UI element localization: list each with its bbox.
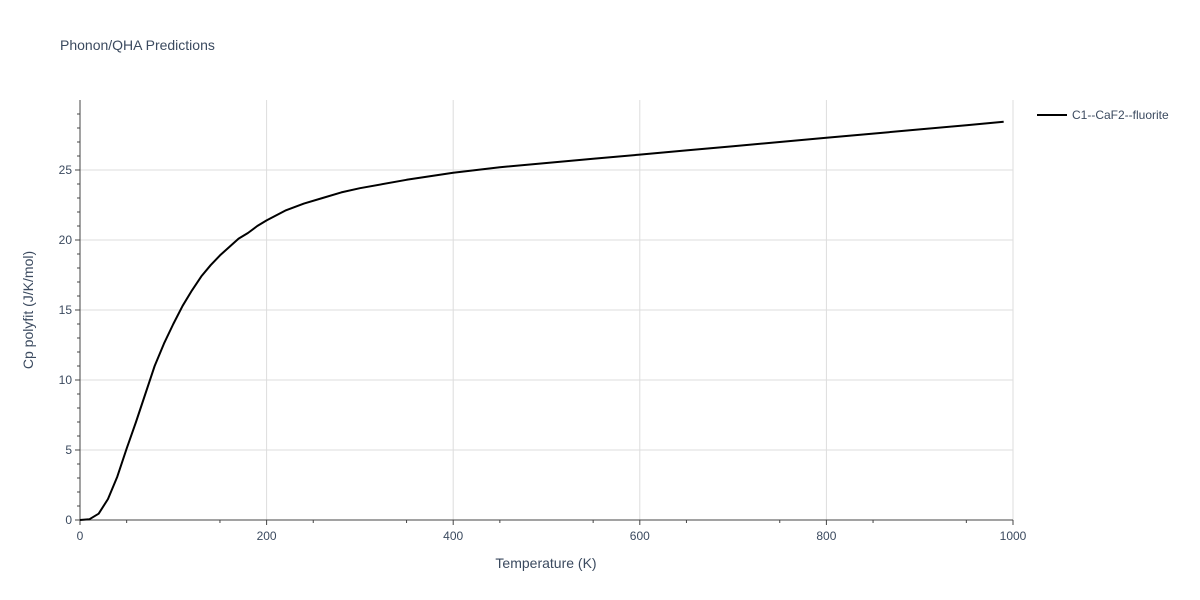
x-tick-label: 200 (257, 529, 277, 543)
series-line (79, 120, 1004, 521)
grid-layer (80, 100, 1014, 520)
legend-label: C1--CaF2--fluorite (1072, 108, 1169, 122)
x-tick-label: 1000 (1000, 529, 1027, 543)
y-tick-label: 10 (59, 373, 73, 387)
axis-layer: 0 200 400 600 800 1000 0 5 10 15 20 25 (59, 100, 1027, 543)
x-tick-label: 400 (443, 529, 463, 543)
y-tick-label: 5 (65, 443, 72, 457)
legend[interactable]: C1--CaF2--fluorite (1037, 108, 1169, 122)
y-tick-label: 0 (65, 513, 72, 527)
x-axis-title: Temperature (K) (495, 555, 596, 571)
x-tick-label: 600 (630, 529, 650, 543)
series-layer (79, 120, 1004, 521)
y-axis-title: Cp polyfit (J/K/mol) (20, 251, 36, 369)
x-tick-label: 0 (77, 529, 84, 543)
x-tick-label: 800 (816, 529, 836, 543)
chart-title: Phonon/QHA Predictions (60, 37, 215, 53)
y-tick-label: 15 (59, 303, 73, 317)
y-tick-label: 25 (59, 163, 73, 177)
y-tick-label: 20 (59, 233, 73, 247)
